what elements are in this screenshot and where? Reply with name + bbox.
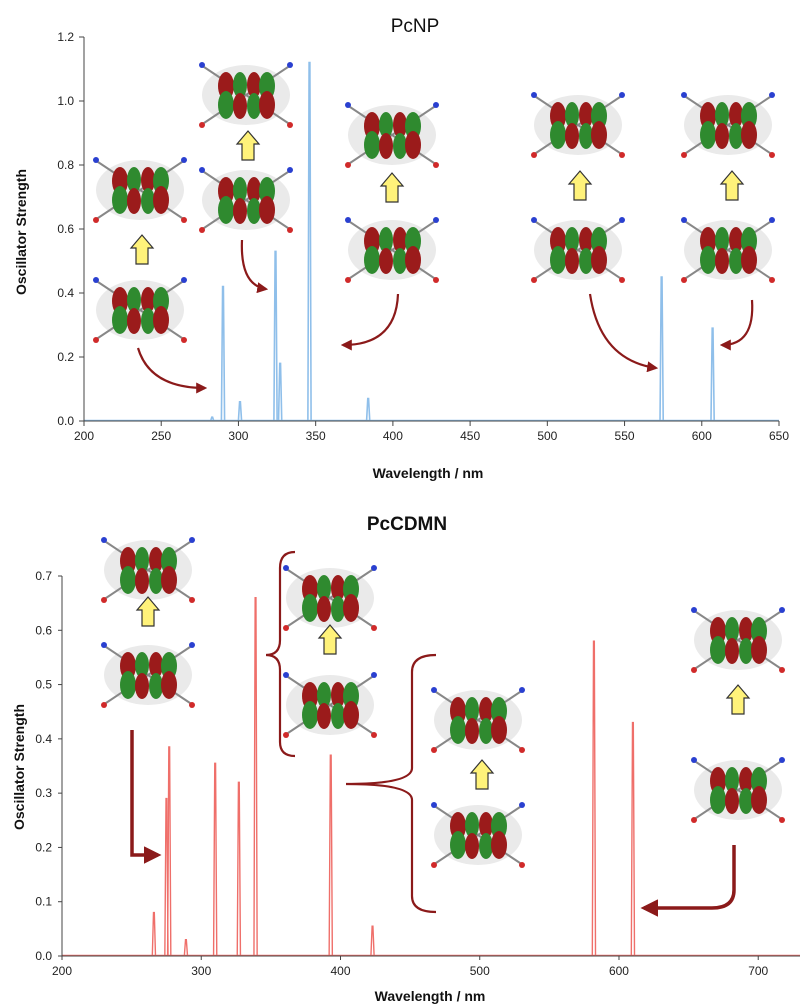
chart-title: PcNP bbox=[391, 16, 440, 37]
x-axis-label: Wavelength / nm bbox=[373, 465, 484, 481]
spectrum-peak bbox=[209, 416, 215, 422]
y-tick-label: 0.1 bbox=[35, 895, 52, 909]
y-axis-label: Oscillator Strength bbox=[13, 169, 29, 295]
orbital-inset-277 bbox=[100, 536, 196, 864]
orbital-inset-574 bbox=[530, 91, 659, 373]
y-tick-label: 0.5 bbox=[35, 678, 52, 692]
x-tick-label: 250 bbox=[151, 429, 171, 443]
orbital-inset-346 bbox=[340, 101, 440, 351]
x-tick-label: 500 bbox=[537, 429, 557, 443]
x-tick-label: 200 bbox=[74, 429, 94, 443]
orbital-inset-290 bbox=[92, 156, 208, 394]
orbital-inset-610 bbox=[640, 606, 786, 917]
x-tick-label: 500 bbox=[470, 964, 490, 978]
spectrum-peak bbox=[659, 276, 665, 422]
y-tick-label: 0.6 bbox=[57, 222, 74, 236]
spectrum-peak bbox=[370, 925, 375, 957]
x-tick-label: 550 bbox=[615, 429, 635, 443]
y-axis-label: Oscillator Strength bbox=[11, 704, 27, 830]
x-axis-label: Wavelength / nm bbox=[375, 988, 486, 1004]
orbital-inset-339 bbox=[265, 550, 378, 758]
spectrum-peak bbox=[220, 285, 226, 422]
y-tick-label: 0.4 bbox=[57, 286, 74, 300]
orbital-inset-607 bbox=[680, 91, 776, 351]
y-tick-label: 0.6 bbox=[35, 623, 52, 637]
x-tick-label: 300 bbox=[228, 429, 248, 443]
chart-title: PcCDMN bbox=[367, 514, 447, 535]
x-tick-label: 650 bbox=[769, 429, 789, 443]
y-tick-label: 0.0 bbox=[57, 414, 74, 428]
pcnp-axes: 200 250 300 350 400 450 500 550 600 650 0.0 0.2 0.4 0… bbox=[57, 30, 789, 443]
y-tick-label: 1.2 bbox=[57, 30, 74, 44]
x-tick-label: 450 bbox=[460, 429, 480, 443]
spectrum-peak bbox=[591, 640, 597, 957]
y-tick-label: 0.2 bbox=[35, 840, 52, 854]
spectrum-peak bbox=[365, 397, 371, 422]
spectrum-peak bbox=[328, 754, 334, 957]
y-tick-label: 1.0 bbox=[57, 94, 74, 108]
spectrum-peak bbox=[307, 61, 312, 422]
y-tick-label: 0.0 bbox=[35, 949, 52, 963]
spectrum-peak bbox=[183, 939, 189, 957]
pccdmn-chart: PcCDMN 200 300 400 500 600 700 0.0 0.1 0.2 0.3 0.4… bbox=[11, 514, 800, 1004]
x-tick-label: 600 bbox=[609, 964, 629, 978]
x-tick-label: 300 bbox=[191, 964, 211, 978]
x-tick-label: 600 bbox=[692, 429, 712, 443]
x-tick-label: 400 bbox=[330, 964, 350, 978]
pccdmn-axes: 200 300 400 500 600 700 0.0 0.1 0.2 0.3 0.4 0.5 0.6 0… bbox=[35, 569, 800, 978]
x-tick-label: 700 bbox=[748, 964, 768, 978]
pcnp-chart: PcNP 200 250 300 350 400 450 500 550 600 650 0.0 0.… bbox=[13, 16, 789, 481]
orbital-inset-393 bbox=[345, 653, 526, 914]
orbital-inset-324 bbox=[198, 61, 294, 294]
spectrum-peak bbox=[212, 762, 218, 957]
spectrum-peak bbox=[630, 721, 636, 957]
spectrum-peak bbox=[166, 746, 172, 957]
x-tick-label: 200 bbox=[52, 964, 72, 978]
y-tick-label: 0.4 bbox=[35, 732, 52, 746]
spectrum-peak bbox=[277, 362, 283, 422]
y-tick-label: 0.7 bbox=[35, 569, 52, 583]
spectrum-peak bbox=[710, 327, 715, 422]
spectrum-peak bbox=[273, 250, 278, 422]
y-tick-label: 0.3 bbox=[35, 786, 52, 800]
spectrum-peak bbox=[237, 401, 243, 422]
x-tick-label: 400 bbox=[383, 429, 403, 443]
spectrum-peak bbox=[151, 911, 157, 957]
spectrum-peak bbox=[253, 597, 258, 957]
spectrum-peak bbox=[236, 781, 242, 957]
x-tick-label: 350 bbox=[306, 429, 326, 443]
y-tick-label: 0.2 bbox=[57, 350, 74, 364]
y-tick-label: 0.8 bbox=[57, 158, 74, 172]
